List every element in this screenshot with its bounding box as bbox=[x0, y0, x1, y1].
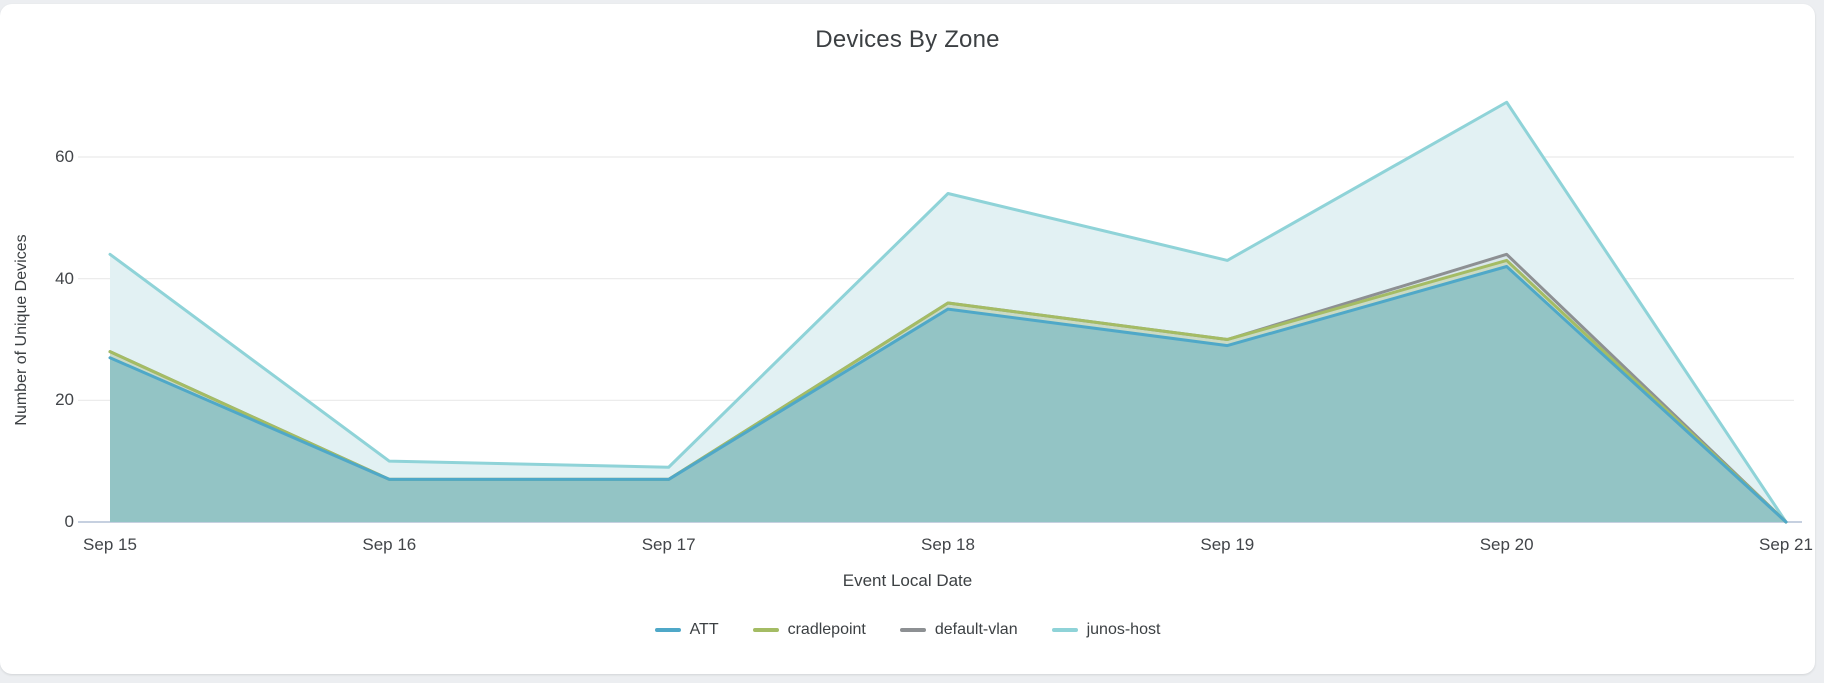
legend-item-default-vlan[interactable]: default-vlan bbox=[899, 621, 1018, 639]
area-cradlepoint[interactable] bbox=[110, 260, 1786, 522]
x-tick-label: Sep 17 bbox=[641, 535, 696, 554]
legend-label: default-vlan bbox=[934, 621, 1018, 638]
line-ATT[interactable] bbox=[108, 265, 1788, 524]
legend-label: junos-host bbox=[1086, 621, 1161, 638]
y-tick-label: 40 bbox=[55, 268, 74, 288]
chart-legend: ATT cradlepoint default-vlan junos-host bbox=[0, 621, 1815, 639]
legend-swatch bbox=[654, 628, 681, 632]
area-junos-host[interactable] bbox=[110, 102, 1786, 522]
legend-item-ATT[interactable]: ATT bbox=[654, 621, 719, 639]
x-axis-title: Event Local Date bbox=[842, 571, 973, 590]
y-axis-title: Number of Unique Devices bbox=[13, 234, 30, 426]
x-tick-label: Sep 21 bbox=[1759, 535, 1813, 554]
chart-card: Devices By Zone 0 20 40 60 Sep 15 Sep 16 Sep … bbox=[0, 4, 1815, 674]
x-tick-label: Sep 16 bbox=[362, 535, 417, 554]
area-ATT[interactable] bbox=[110, 266, 1786, 523]
area-default-vlan[interactable] bbox=[110, 254, 1786, 523]
x-tick-label: Sep 15 bbox=[83, 535, 137, 554]
x-tick-label: Sep 19 bbox=[1200, 535, 1255, 554]
x-tick-label: Sep 18 bbox=[921, 535, 975, 554]
chart-title: Devices By Zone bbox=[815, 26, 1000, 53]
legend-item-cradlepoint[interactable]: cradlepoint bbox=[752, 621, 866, 639]
legend-swatch bbox=[899, 628, 926, 632]
y-tick-label: 60 bbox=[55, 147, 74, 166]
legend-label: cradlepoint bbox=[787, 621, 866, 638]
y-tick-label: 0 bbox=[64, 512, 74, 531]
y-tick-label: 20 bbox=[55, 390, 74, 410]
legend-swatch bbox=[1051, 628, 1078, 632]
x-tick-label: Sep 20 bbox=[1479, 535, 1534, 554]
chart-canvas[interactable] bbox=[0, 4, 1815, 674]
legend-label: ATT bbox=[689, 621, 719, 638]
line-junos-host[interactable] bbox=[108, 100, 1788, 524]
legend-swatch bbox=[752, 628, 779, 632]
legend-item-junos-host[interactable]: junos-host bbox=[1051, 621, 1161, 639]
